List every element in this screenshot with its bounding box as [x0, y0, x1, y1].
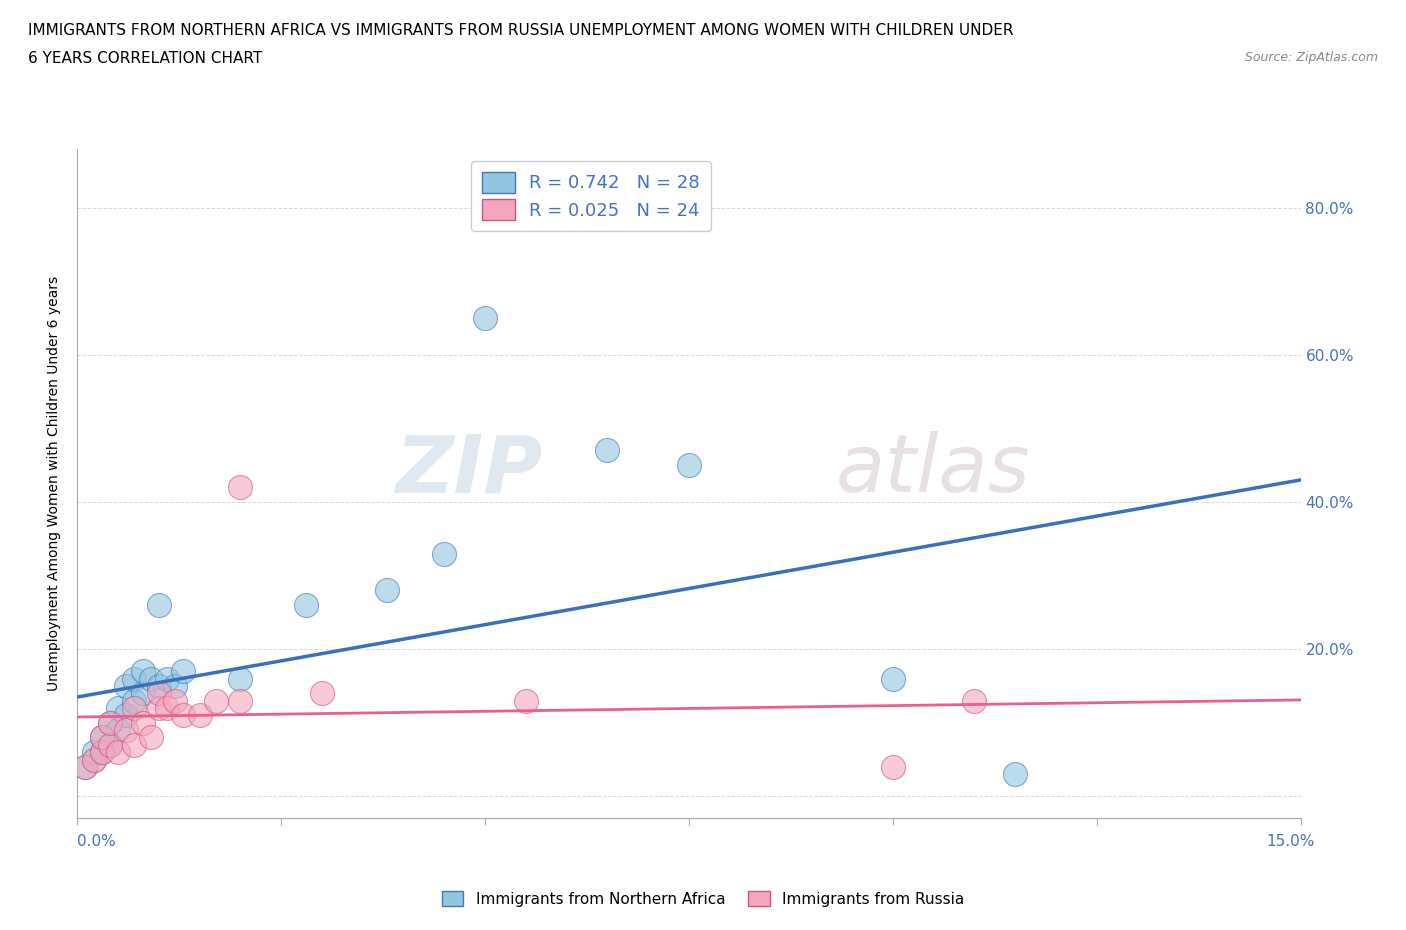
Point	[139, 671, 162, 686]
Text: atlas: atlas	[835, 432, 1031, 510]
Point	[882, 760, 904, 775]
Point	[515, 693, 537, 708]
Point	[678, 458, 700, 472]
Point	[98, 715, 121, 730]
Point	[165, 679, 187, 694]
Point	[131, 715, 153, 730]
Text: 15.0%: 15.0%	[1267, 834, 1315, 849]
Point	[882, 671, 904, 686]
Point	[375, 583, 398, 598]
Legend: R = 0.742   N = 28, R = 0.025   N = 24: R = 0.742 N = 28, R = 0.025 N = 24	[471, 161, 710, 231]
Point	[98, 737, 121, 752]
Text: 0.0%: 0.0%	[77, 834, 117, 849]
Point	[75, 760, 97, 775]
Point	[311, 685, 333, 700]
Y-axis label: Unemployment Among Women with Children Under 6 years: Unemployment Among Women with Children U…	[48, 276, 62, 691]
Point	[90, 745, 112, 760]
Point	[107, 723, 129, 737]
Point	[294, 598, 316, 613]
Point	[229, 480, 252, 495]
Point	[165, 693, 187, 708]
Point	[90, 745, 112, 760]
Point	[172, 708, 194, 723]
Point	[205, 693, 228, 708]
Point	[124, 737, 146, 752]
Point	[156, 700, 179, 715]
Point	[229, 693, 252, 708]
Point	[98, 737, 121, 752]
Point	[124, 671, 146, 686]
Point	[83, 745, 105, 760]
Point	[139, 730, 162, 745]
Point	[90, 730, 112, 745]
Point	[98, 715, 121, 730]
Point	[124, 700, 146, 715]
Legend: Immigrants from Northern Africa, Immigrants from Russia: Immigrants from Northern Africa, Immigra…	[436, 885, 970, 913]
Point	[148, 700, 170, 715]
Point	[148, 679, 170, 694]
Point	[131, 664, 153, 679]
Point	[188, 708, 211, 723]
Point	[172, 664, 194, 679]
Point	[83, 752, 105, 767]
Point	[963, 693, 986, 708]
Point	[115, 679, 138, 694]
Text: ZIP: ZIP	[395, 432, 543, 510]
Point	[474, 311, 496, 325]
Point	[124, 693, 146, 708]
Point	[148, 598, 170, 613]
Point	[433, 546, 456, 561]
Point	[90, 730, 112, 745]
Point	[107, 745, 129, 760]
Text: IMMIGRANTS FROM NORTHERN AFRICA VS IMMIGRANTS FROM RUSSIA UNEMPLOYMENT AMONG WOM: IMMIGRANTS FROM NORTHERN AFRICA VS IMMIG…	[28, 23, 1014, 38]
Point	[115, 723, 138, 737]
Point	[75, 760, 97, 775]
Point	[229, 671, 252, 686]
Point	[107, 700, 129, 715]
Text: Source: ZipAtlas.com: Source: ZipAtlas.com	[1244, 51, 1378, 64]
Point	[83, 752, 105, 767]
Point	[596, 443, 619, 458]
Point	[115, 708, 138, 723]
Point	[148, 685, 170, 700]
Point	[1004, 767, 1026, 782]
Point	[156, 671, 179, 686]
Text: 6 YEARS CORRELATION CHART: 6 YEARS CORRELATION CHART	[28, 51, 263, 66]
Point	[131, 685, 153, 700]
